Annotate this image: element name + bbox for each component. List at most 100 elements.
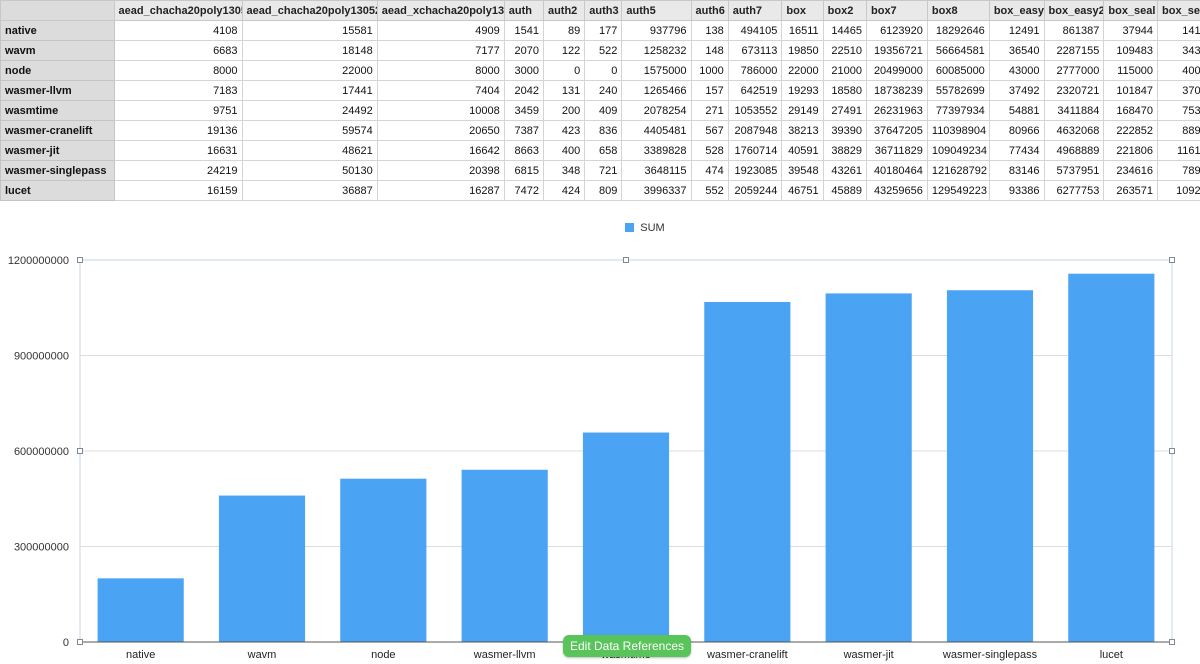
table-cell[interactable]: 221806 [1103,140,1159,161]
table-cell[interactable]: 38213 [781,120,824,141]
table-cell[interactable]: 8000 [113,60,243,81]
table-cell[interactable]: 37492 [988,80,1045,101]
table-cell[interactable]: 1258232 [621,40,692,61]
table-corner-cell[interactable] [0,0,115,21]
table-cell[interactable]: 43261 [822,160,868,181]
table-cell[interactable]: 109483 [1103,40,1159,61]
table-cell[interactable]: 27491 [822,100,868,121]
table-cell[interactable]: 3996337 [621,180,692,201]
table-cell[interactable]: 809 [584,180,623,201]
table-cell[interactable]: 26231963 [866,100,928,121]
bar[interactable] [340,478,427,642]
table-cell[interactable]: 3389828 [621,140,692,161]
column-header[interactable]: aead_xchacha20poly1305 [376,0,505,21]
table-cell[interactable]: 721 [584,160,623,181]
table-cell[interactable]: 20499000 [866,60,928,81]
bar[interactable] [461,469,548,642]
table-cell[interactable]: 101847 [1103,80,1159,101]
bar[interactable] [704,302,791,642]
table-cell[interactable]: 522 [584,40,623,61]
table-cell[interactable]: 54881 [988,100,1045,121]
table-cell[interactable]: 9751 [113,100,243,121]
table-cell[interactable]: 1000 [690,60,729,81]
table-cell[interactable]: 37647205 [866,120,928,141]
table-cell[interactable]: 4968889 [1043,140,1105,161]
table-cell[interactable]: 937796 [621,20,692,41]
table-cell[interactable]: 263571 [1103,180,1159,201]
row-header[interactable]: wasmer-cranelift [0,120,115,141]
table-cell[interactable]: 40591 [781,140,824,161]
table-cell[interactable]: 1053552 [727,100,783,121]
table-cell[interactable]: 157 [690,80,729,101]
row-header[interactable]: wasmtime [0,100,115,121]
table-cell[interactable]: 36887 [241,180,378,201]
table-cell[interactable]: 16159 [113,180,243,201]
column-header[interactable]: box2 [822,0,868,21]
table-cell[interactable]: 77397934 [926,100,990,121]
table-cell[interactable]: 15581 [241,20,378,41]
table-cell[interactable]: 11618 [1157,140,1200,161]
column-header[interactable]: auth2 [542,0,586,21]
resize-handle[interactable] [77,448,83,454]
row-header[interactable]: native [0,20,115,41]
table-cell[interactable]: 77434 [988,140,1045,161]
bar[interactable] [582,432,670,642]
table-cell[interactable]: 1265466 [621,80,692,101]
bar[interactable] [825,293,912,642]
table-cell[interactable]: 21000 [822,60,868,81]
table-cell[interactable]: 19850 [781,40,824,61]
table-cell[interactable]: 131 [542,80,586,101]
bar[interactable] [97,578,184,642]
table-cell[interactable]: 7183 [113,80,243,101]
table-cell[interactable]: 19293 [781,80,824,101]
table-cell[interactable]: 24492 [241,100,378,121]
table-cell[interactable]: 60085000 [926,60,990,81]
bar[interactable] [218,495,306,642]
column-header[interactable]: auth7 [727,0,783,21]
table-cell[interactable]: 2078254 [621,100,692,121]
table-cell[interactable]: 474 [690,160,729,181]
table-cell[interactable]: 40180464 [866,160,928,181]
bar[interactable] [946,290,1034,642]
table-cell[interactable]: 1760714 [727,140,783,161]
table-cell[interactable]: 22000 [781,60,824,81]
table-cell[interactable]: 400 [542,140,586,161]
column-header[interactable]: aead_chacha20poly1305 [113,0,243,21]
row-header[interactable]: lucet [0,180,115,201]
table-cell[interactable]: 240 [584,80,623,101]
table-cell[interactable]: 1541 [503,20,544,41]
table-cell[interactable]: 168470 [1103,100,1159,121]
column-header[interactable]: box_easy [988,0,1045,21]
table-cell[interactable]: 18738239 [866,80,928,101]
table-cell[interactable]: 0 [584,60,623,81]
table-cell[interactable]: 836 [584,120,623,141]
table-cell[interactable]: 6277753 [1043,180,1105,201]
table-cell[interactable]: 18580 [822,80,868,101]
table-cell[interactable]: 16287 [376,180,505,201]
table-cell[interactable]: 861387 [1043,20,1105,41]
table-cell[interactable]: 552 [690,180,729,201]
table-cell[interactable]: 22510 [822,40,868,61]
table-cell[interactable]: 567 [690,120,729,141]
table-cell[interactable]: 4108 [113,20,243,41]
column-header[interactable]: box_easy2 [1043,0,1105,21]
table-cell[interactable]: 19356721 [866,40,928,61]
table-cell[interactable]: 45889 [822,180,868,201]
row-header[interactable]: wasmer-jit [0,140,115,161]
table-cell[interactable]: 36540 [988,40,1045,61]
table-cell[interactable]: 24219 [113,160,243,181]
table-cell[interactable]: 2059244 [727,180,783,201]
table-cell[interactable]: 222852 [1103,120,1159,141]
table-cell[interactable]: 200 [542,100,586,121]
table-cell[interactable]: 494105 [727,20,783,41]
table-cell[interactable]: 4000 [1157,60,1200,81]
table-cell[interactable]: 8000 [376,60,505,81]
table-cell[interactable]: 43000 [988,60,1045,81]
table-cell[interactable]: 424 [542,180,586,201]
table-cell[interactable]: 6815 [503,160,544,181]
table-cell[interactable]: 115000 [1103,60,1159,81]
table-cell[interactable]: 4909 [376,20,505,41]
resize-handle[interactable] [77,639,83,645]
column-header[interactable]: auth6 [690,0,729,21]
resize-handle[interactable] [1169,448,1175,454]
